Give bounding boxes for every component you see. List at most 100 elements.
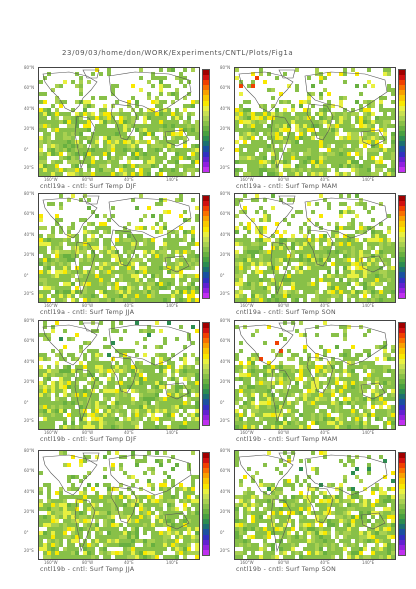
grid-cell	[235, 325, 239, 329]
grid-cell	[71, 421, 75, 425]
grid-cell	[291, 242, 295, 246]
grid-cell	[159, 507, 163, 511]
grid-cell	[63, 290, 67, 294]
grid-cell	[367, 152, 371, 156]
grid-cell	[187, 499, 191, 503]
grid-cell	[159, 405, 163, 409]
grid-cell	[43, 555, 47, 559]
grid-cell	[183, 218, 187, 222]
grid-cell	[391, 290, 395, 294]
grid-cell	[123, 258, 127, 262]
grid-cell	[271, 140, 275, 144]
colorbar-swatch	[203, 267, 209, 273]
colorbar-swatch	[399, 282, 405, 288]
grid-cell	[51, 88, 55, 92]
grid-cell	[379, 124, 383, 128]
grid-cell	[275, 238, 279, 242]
grid-cell	[295, 369, 299, 373]
grid-cell	[87, 198, 91, 202]
grid-cell	[263, 483, 267, 487]
grid-cell	[91, 270, 95, 274]
grid-cell	[43, 551, 47, 555]
colorbar-swatch	[203, 85, 209, 91]
grid-cell	[195, 120, 199, 124]
grid-cell	[347, 365, 351, 369]
grid-cell	[375, 148, 379, 152]
grid-cell	[247, 254, 251, 258]
grid-cell	[83, 385, 87, 389]
grid-cell	[327, 152, 331, 156]
grid-cell	[327, 389, 331, 393]
grid-cell	[331, 112, 335, 116]
grid-cell	[139, 377, 143, 381]
grid-cell	[291, 254, 295, 258]
grid-cell	[247, 397, 251, 401]
grid-cell	[163, 278, 167, 282]
grid-cell	[139, 68, 143, 72]
grid-cell	[251, 80, 255, 84]
grid-cell	[275, 341, 279, 345]
grid-cell	[343, 136, 347, 140]
grid-cell	[335, 116, 339, 120]
grid-cell	[115, 128, 119, 132]
grid-cell	[259, 234, 263, 238]
grid-cell	[59, 543, 63, 547]
colorbar-swatch	[399, 252, 405, 258]
grid-cell	[127, 401, 131, 405]
grid-cell	[331, 357, 335, 361]
grid-cell	[83, 294, 87, 298]
grid-cell	[151, 389, 155, 393]
grid-cell	[131, 266, 135, 270]
grid-cell	[275, 274, 279, 278]
colorbar-swatch	[203, 262, 209, 268]
grid-cell	[259, 72, 263, 76]
grid-cell	[107, 112, 111, 116]
grid-cell	[103, 551, 107, 555]
grid-cell	[163, 491, 167, 495]
grid-cell	[59, 286, 63, 290]
grid-cell	[107, 140, 111, 144]
grid-cell	[271, 258, 275, 262]
grid-cell	[295, 144, 299, 148]
colorbar-swatch	[203, 131, 209, 137]
grid-cell	[287, 369, 291, 373]
grid-cell	[367, 108, 371, 112]
grid-cell	[155, 136, 159, 140]
grid-cell	[151, 156, 155, 160]
colorbar-swatch	[203, 328, 209, 334]
grid-cell	[347, 369, 351, 373]
grid-cell	[107, 555, 111, 559]
grid-cell	[191, 168, 195, 172]
grid-cell	[191, 369, 195, 373]
grid-cell	[127, 222, 131, 226]
grid-cell	[139, 76, 143, 80]
grid-cell	[147, 290, 151, 294]
grid-cell	[143, 294, 147, 298]
grid-cell	[91, 230, 95, 234]
grid-cell	[67, 242, 71, 246]
grid-cell	[187, 405, 191, 409]
grid-cell	[287, 172, 291, 176]
grid-cell	[59, 136, 63, 140]
grid-cell	[63, 270, 67, 274]
grid-cell	[371, 104, 375, 108]
grid-cell	[43, 124, 47, 128]
grid-cell	[119, 298, 123, 302]
grid-cell	[287, 413, 291, 417]
grid-cell	[299, 421, 303, 425]
grid-cell	[163, 168, 167, 172]
grid-cell	[171, 531, 175, 535]
grid-cell	[391, 116, 395, 120]
latitude-label: 0°	[220, 273, 225, 278]
grid-cell	[371, 258, 375, 262]
grid-cell	[47, 365, 51, 369]
grid-cell	[123, 112, 127, 116]
grid-cell	[315, 401, 319, 405]
grid-cell	[379, 250, 383, 254]
grid-cell	[323, 136, 327, 140]
grid-cell	[187, 80, 191, 84]
grid-cell	[299, 495, 303, 499]
grid-cell	[163, 254, 167, 258]
grid-cell	[355, 144, 359, 148]
grid-cell	[163, 425, 167, 429]
